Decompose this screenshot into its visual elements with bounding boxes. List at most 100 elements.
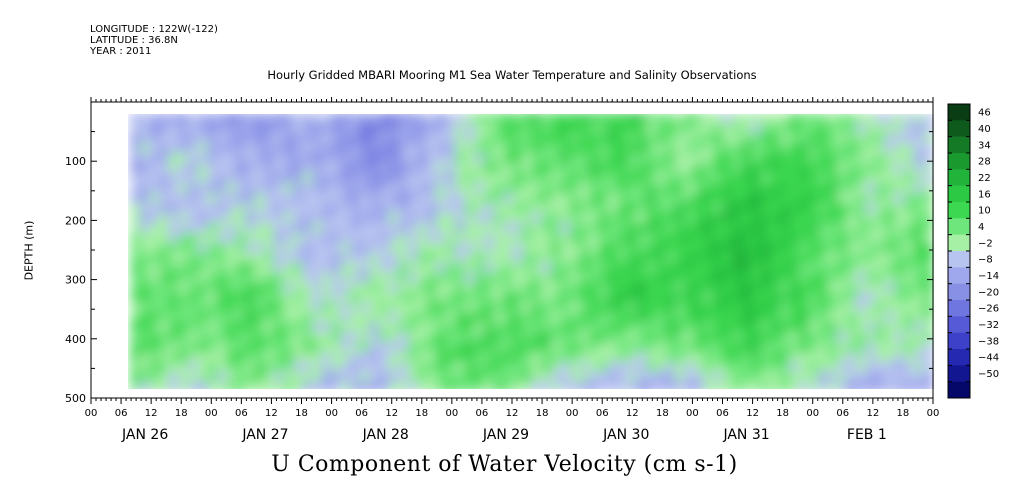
heatmap-cell xyxy=(674,133,686,145)
heatmap-cell xyxy=(483,133,495,145)
heatmap-cell xyxy=(369,302,380,314)
heatmap-cell xyxy=(245,123,256,135)
heatmap-cell xyxy=(617,282,629,294)
heatmap-cell xyxy=(512,302,524,314)
heatmap-cell xyxy=(321,262,333,274)
heatmap-cell xyxy=(531,163,543,174)
heatmap-cell xyxy=(703,252,714,264)
heatmap-cell xyxy=(817,133,829,145)
heatmap-cell xyxy=(798,242,810,254)
heatmap-cell xyxy=(798,114,810,125)
heatmap-cell xyxy=(617,351,629,363)
heatmap-cell xyxy=(741,341,753,353)
heatmap-cell xyxy=(397,302,409,314)
x-hour-label: 18 xyxy=(656,408,669,419)
heatmap-cell xyxy=(588,302,600,314)
heatmap-cell xyxy=(798,322,810,333)
heatmap-cell xyxy=(407,322,418,333)
heatmap-cell xyxy=(741,292,753,304)
heatmap-cell xyxy=(359,361,371,373)
heatmap-cell xyxy=(254,302,266,314)
heatmap-cell xyxy=(646,351,657,363)
heatmap-cell xyxy=(913,123,924,135)
heatmap-cell xyxy=(560,212,571,224)
heatmap-cell xyxy=(617,172,629,184)
heatmap-cell xyxy=(235,381,247,389)
heatmap-cell xyxy=(197,312,208,324)
heatmap-cell xyxy=(311,282,323,294)
heatmap-cell xyxy=(655,331,667,343)
heatmap-cell xyxy=(712,163,724,174)
heatmap-cell xyxy=(569,153,581,165)
heatmap-cell xyxy=(197,114,208,125)
heatmap-cell xyxy=(875,262,886,274)
heatmap-cell xyxy=(884,302,896,314)
heatmap-cell xyxy=(550,123,562,135)
heatmap-cell xyxy=(865,302,877,314)
heatmap-cell xyxy=(235,262,247,274)
heatmap-cell xyxy=(216,143,228,155)
heatmap-cell xyxy=(779,114,791,125)
heatmap-cell xyxy=(884,381,896,389)
heatmap-cell xyxy=(216,282,228,294)
heatmap-cell xyxy=(856,361,867,373)
heatmap-cell xyxy=(206,252,218,264)
heatmap-cell xyxy=(913,182,924,194)
heatmap-cell xyxy=(693,153,705,165)
heatmap-cell xyxy=(311,351,323,363)
heatmap-cell xyxy=(798,252,810,264)
heatmap-cell xyxy=(321,212,333,224)
heatmap-cell xyxy=(178,292,189,304)
heatmap-cell xyxy=(397,153,409,165)
heatmap-cell xyxy=(388,331,399,343)
heatmap-cell xyxy=(331,222,342,234)
heatmap-cell xyxy=(703,222,714,234)
heatmap-cell xyxy=(598,133,609,145)
heatmap-cell xyxy=(445,114,457,125)
heatmap-cell xyxy=(264,272,275,284)
heatmap-cell xyxy=(369,202,380,214)
heatmap-cell xyxy=(245,232,256,244)
heatmap-cell xyxy=(455,114,466,125)
heatmap-cell xyxy=(445,222,457,234)
heatmap-cell xyxy=(646,192,657,204)
heatmap-cell xyxy=(913,232,924,244)
heatmap-cell xyxy=(436,351,447,363)
heatmap-cell xyxy=(837,381,848,389)
heatmap-cell xyxy=(712,242,724,254)
heatmap-cell xyxy=(760,212,772,224)
heatmap-cell xyxy=(283,212,294,224)
heatmap-cell xyxy=(588,232,600,244)
colorbar-swatch xyxy=(948,300,970,317)
x-hour-label: 00 xyxy=(85,408,98,419)
heatmap-cell xyxy=(655,272,667,284)
heatmap-cell xyxy=(732,361,743,373)
heatmap-cell xyxy=(130,222,142,234)
heatmap-cell xyxy=(531,212,543,224)
heatmap-cell xyxy=(913,163,924,174)
heatmap-cell xyxy=(455,272,466,284)
heatmap-cell xyxy=(522,361,533,373)
heatmap-cell xyxy=(760,361,772,373)
heatmap-cell xyxy=(292,143,304,155)
heatmap-cell xyxy=(636,242,648,254)
heatmap-cell xyxy=(865,292,877,304)
heatmap-cell xyxy=(827,114,839,125)
heatmap-cell xyxy=(130,302,142,314)
heatmap-cell xyxy=(130,282,142,294)
heatmap-cell xyxy=(235,252,247,264)
heatmap-cell xyxy=(283,232,294,244)
heatmap-cell xyxy=(187,312,199,324)
heatmap-cell xyxy=(684,272,695,284)
heatmap-cell xyxy=(197,202,208,214)
heatmap-cell xyxy=(560,153,571,165)
heatmap-cell xyxy=(789,172,800,184)
heatmap-cell xyxy=(875,282,886,294)
heatmap-cell xyxy=(350,212,361,224)
heatmap-cell xyxy=(187,331,199,343)
heatmap-cell xyxy=(712,331,724,343)
heatmap-cell xyxy=(502,272,514,284)
heatmap-cell xyxy=(732,371,743,383)
heatmap-cell xyxy=(569,172,581,184)
